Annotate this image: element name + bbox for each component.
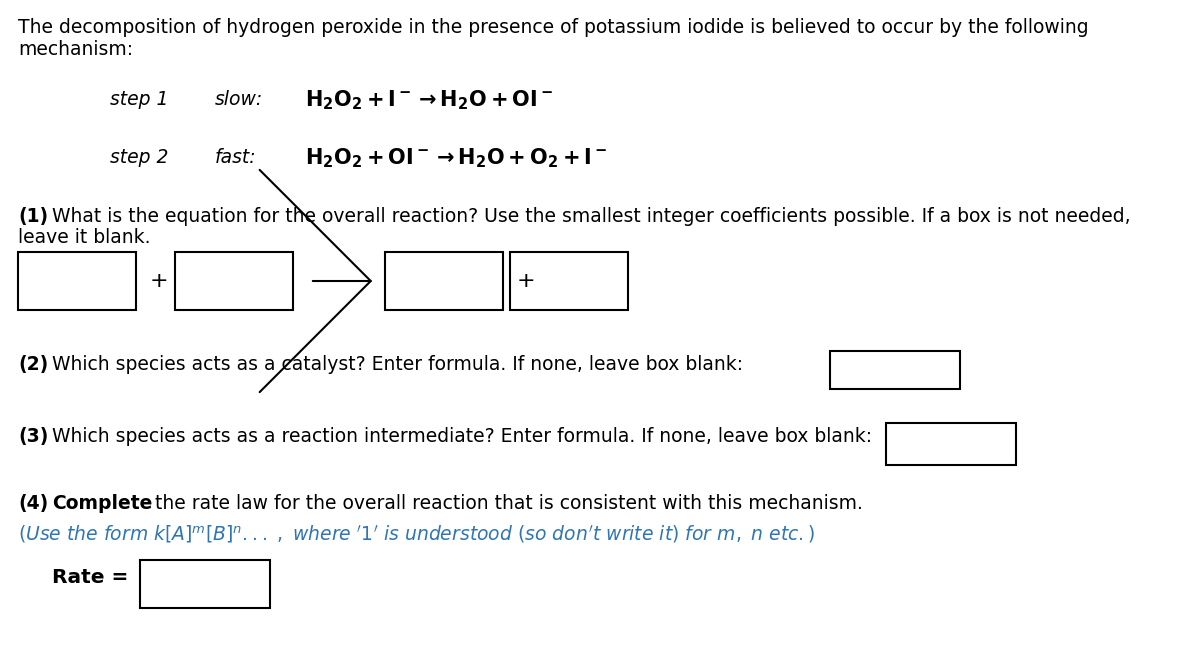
Text: What is the equation for the overall reaction? Use the smallest integer coeffici: What is the equation for the overall rea…: [52, 207, 1130, 226]
Bar: [18, 252, 136, 310]
Text: +: +: [517, 271, 535, 291]
Text: Complete: Complete: [52, 494, 152, 513]
Bar: [385, 252, 503, 310]
Text: step 2: step 2: [110, 148, 168, 167]
Bar: [886, 423, 1016, 465]
Text: fast:: fast:: [215, 148, 257, 167]
Text: Which species acts as a catalyst? Enter formula. If none, leave box blank:: Which species acts as a catalyst? Enter …: [52, 355, 743, 374]
Text: the rate law for the overall reaction that is consistent with this mechanism.: the rate law for the overall reaction th…: [155, 494, 863, 513]
Text: (2): (2): [18, 355, 48, 374]
Bar: [510, 252, 628, 310]
Text: slow:: slow:: [215, 90, 263, 109]
Text: +: +: [150, 271, 169, 291]
Text: The decomposition of hydrogen peroxide in the presence of potassium iodide is be: The decomposition of hydrogen peroxide i…: [18, 18, 1088, 37]
Text: step 1: step 1: [110, 90, 168, 109]
Text: $\mathbf{H_2O_2 + OI^- \rightarrow H_2O + O_2 + I^-}$: $\mathbf{H_2O_2 + OI^- \rightarrow H_2O …: [305, 146, 607, 170]
Text: $\mathbf{H_2O_2 + I^- \rightarrow H_2O + OI^-}$: $\mathbf{H_2O_2 + I^- \rightarrow H_2O +…: [305, 88, 553, 112]
Bar: [830, 351, 960, 389]
Text: Rate =: Rate =: [52, 568, 128, 587]
Text: mechanism:: mechanism:: [18, 40, 133, 59]
Text: leave it blank.: leave it blank.: [18, 228, 150, 247]
Bar: [140, 560, 270, 608]
Text: Which species acts as a reaction intermediate? Enter formula. If none, leave box: Which species acts as a reaction interme…: [52, 427, 872, 446]
Text: (1): (1): [18, 207, 48, 226]
Text: (4): (4): [18, 494, 48, 513]
Text: $(Use\ the\ form\ k[A]^m[B]^n...\ ,\ where\ '1'\ is\ understood\ (so\ don't\ wri: $(Use\ the\ form\ k[A]^m[B]^n...\ ,\ whe…: [18, 523, 815, 545]
Bar: [175, 252, 293, 310]
Text: (3): (3): [18, 427, 48, 446]
